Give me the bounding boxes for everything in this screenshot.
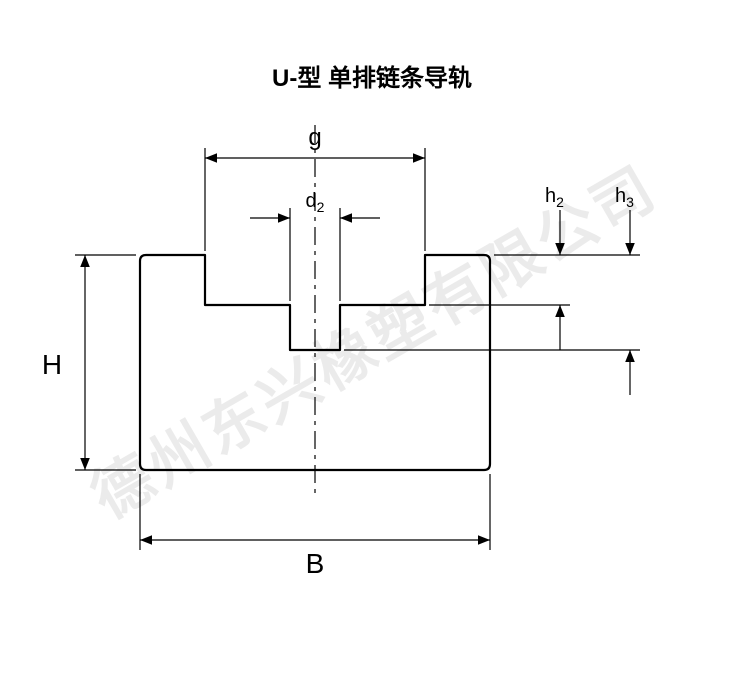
dim-label-h3: h3: [615, 185, 634, 210]
dim-label-H: H: [37, 349, 67, 381]
dim-label-d2: d2: [275, 190, 355, 215]
dim-label-g: g: [275, 124, 355, 152]
dim-label-B: B: [275, 548, 355, 580]
dim-label-h2: h2: [545, 185, 564, 210]
engineering-diagram: [0, 0, 744, 675]
